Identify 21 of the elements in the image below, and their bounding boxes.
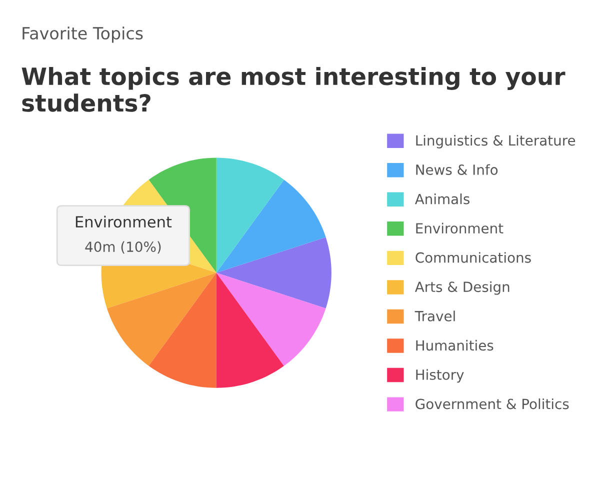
pie-slice bbox=[216, 180, 326, 273]
text: Environment bbox=[76, 216, 172, 228]
legend-label: Travel bbox=[414, 310, 455, 322]
pie-slice bbox=[216, 158, 284, 273]
legend-label: Humanities bbox=[416, 340, 494, 351]
legend-label: Animals bbox=[414, 194, 470, 204]
chart-title: What topics are most interesting to your students? bbox=[22, 66, 566, 112]
legend-label: Arts & Design bbox=[414, 281, 510, 295]
legend-label: History bbox=[416, 369, 464, 383]
pie-slice bbox=[216, 272, 284, 388]
pie-slice bbox=[148, 272, 216, 388]
legend-label: Environment bbox=[416, 222, 504, 234]
legend-label: Linguistics & Literature bbox=[416, 134, 576, 148]
text: 40m (10%) bbox=[85, 241, 161, 254]
pie-slice bbox=[216, 237, 332, 308]
legend-label: News & Info bbox=[416, 164, 498, 175]
pie-slice bbox=[106, 272, 216, 366]
pie-slice bbox=[216, 272, 326, 366]
legend-label: Communications bbox=[416, 252, 531, 263]
legend-label: Government & Politics bbox=[416, 398, 569, 410]
chart-subtitle: Favorite Topics bbox=[22, 26, 143, 43]
